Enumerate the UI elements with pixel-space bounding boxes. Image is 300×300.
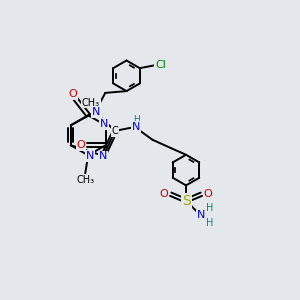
Text: H: H <box>206 203 213 213</box>
Text: H: H <box>133 115 140 124</box>
Text: O: O <box>69 89 77 99</box>
Text: N: N <box>99 152 107 161</box>
Text: C: C <box>112 126 118 136</box>
Text: CH₃: CH₃ <box>76 175 94 185</box>
Text: N: N <box>132 122 140 132</box>
Text: CH₃: CH₃ <box>82 98 100 108</box>
Text: N: N <box>196 210 205 220</box>
Text: N: N <box>92 107 101 117</box>
Text: O: O <box>203 189 212 199</box>
Text: O: O <box>76 140 85 150</box>
Text: Cl: Cl <box>155 60 166 70</box>
Text: N: N <box>100 119 108 129</box>
Text: O: O <box>160 189 169 199</box>
Text: N: N <box>85 151 94 161</box>
Text: H: H <box>206 218 213 228</box>
Text: S: S <box>182 194 190 208</box>
